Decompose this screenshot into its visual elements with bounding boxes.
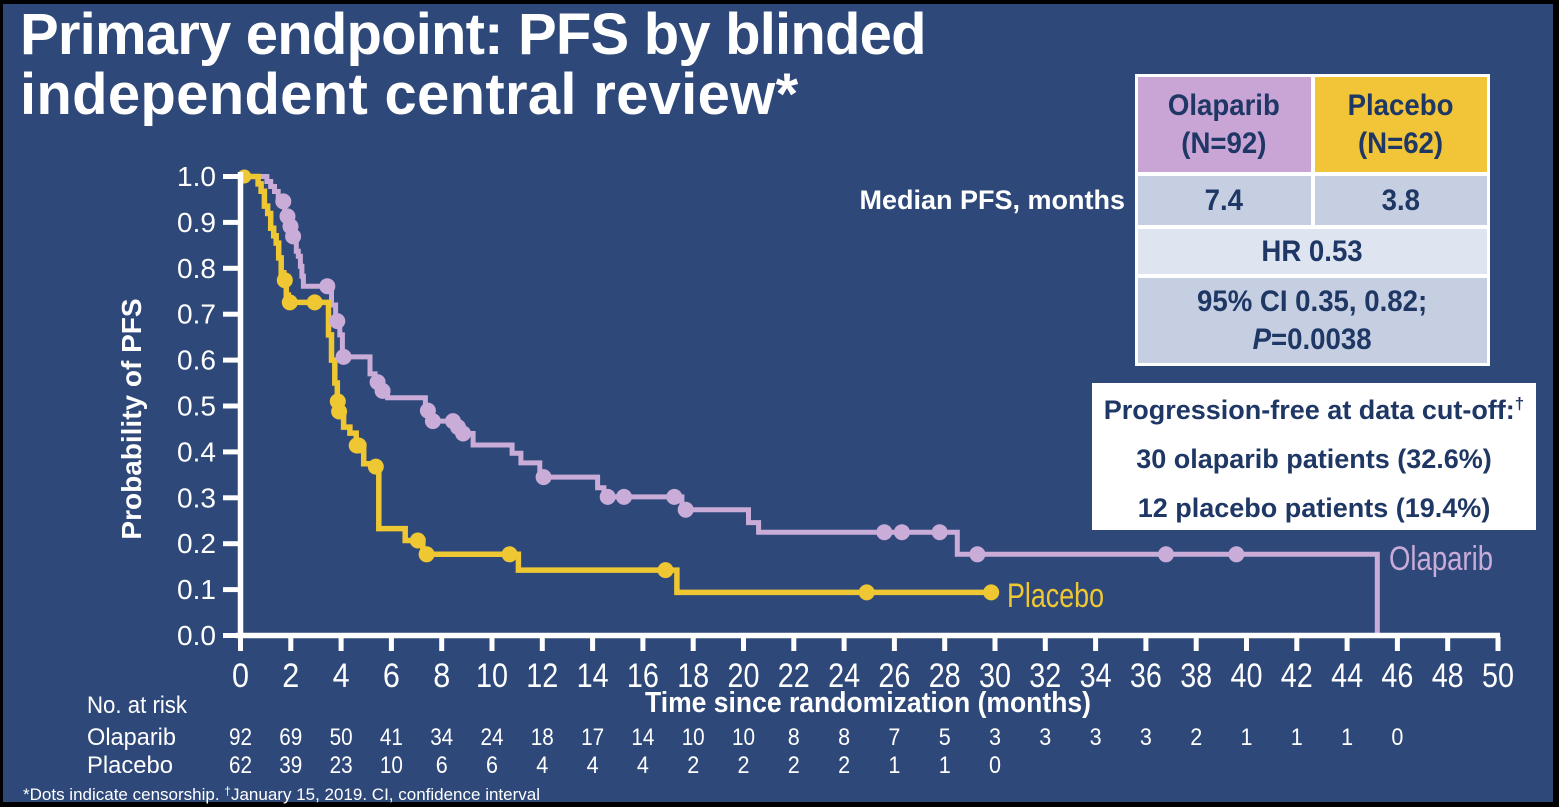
svg-text:62: 62 (229, 752, 252, 779)
svg-text:2: 2 (1190, 724, 1202, 751)
svg-text:23: 23 (330, 752, 353, 779)
svg-text:38: 38 (1180, 657, 1212, 695)
svg-text:1: 1 (939, 752, 951, 779)
svg-text:0.9: 0.9 (177, 207, 216, 238)
svg-text:50: 50 (1482, 657, 1514, 695)
svg-text:20: 20 (728, 657, 760, 695)
svg-text:1: 1 (1241, 724, 1253, 751)
svg-text:10: 10 (476, 657, 508, 695)
svg-text:50: 50 (330, 724, 353, 751)
svg-text:1.0: 1.0 (177, 161, 216, 192)
svg-text:0: 0 (1391, 724, 1403, 751)
svg-text:3: 3 (1090, 724, 1102, 751)
svg-text:1: 1 (888, 752, 900, 779)
svg-text:16: 16 (627, 657, 659, 695)
svg-text:14: 14 (577, 657, 609, 695)
svg-text:4: 4 (637, 752, 649, 779)
svg-text:34: 34 (1080, 657, 1112, 695)
svg-text:Placebo: Placebo (1007, 577, 1104, 615)
svg-text:3: 3 (989, 724, 1001, 751)
svg-text:*Dots indicate censorship. †Ja: *Dots indicate censorship. †January 15, … (23, 784, 540, 804)
svg-text:3: 3 (1039, 724, 1051, 751)
svg-text:0.4: 0.4 (177, 436, 216, 467)
svg-text:44: 44 (1331, 657, 1363, 695)
svg-text:4: 4 (333, 657, 350, 695)
svg-text:0.3: 0.3 (177, 482, 216, 513)
svg-text:Olaparib: Olaparib (87, 724, 176, 751)
svg-text:18: 18 (677, 657, 709, 695)
svg-text:0.7: 0.7 (177, 299, 216, 330)
svg-text:2: 2 (687, 752, 699, 779)
svg-text:4: 4 (536, 752, 548, 779)
svg-text:18: 18 (531, 724, 554, 751)
svg-text:6: 6 (383, 657, 400, 695)
svg-text:22: 22 (778, 657, 810, 695)
svg-text:2: 2 (738, 752, 750, 779)
svg-text:34: 34 (430, 724, 453, 751)
svg-text:0.0: 0.0 (177, 620, 216, 651)
svg-text:0.1: 0.1 (177, 574, 216, 605)
svg-text:8: 8 (838, 724, 850, 751)
svg-text:5: 5 (939, 724, 951, 751)
svg-text:3: 3 (1140, 724, 1152, 751)
svg-text:4: 4 (587, 752, 599, 779)
svg-text:2: 2 (838, 752, 850, 779)
svg-text:0: 0 (232, 657, 249, 695)
svg-text:26: 26 (878, 657, 910, 695)
svg-text:7: 7 (888, 724, 900, 751)
svg-text:24: 24 (481, 724, 504, 751)
svg-text:0.5: 0.5 (177, 391, 216, 422)
svg-text:8: 8 (433, 657, 450, 695)
svg-text:12: 12 (526, 657, 558, 695)
svg-text:10: 10 (732, 724, 755, 751)
svg-text:48: 48 (1432, 657, 1464, 695)
svg-text:0.8: 0.8 (177, 253, 216, 284)
svg-text:8: 8 (788, 724, 800, 751)
svg-text:Time since randomization (mont: Time since randomization (months) (645, 687, 1091, 719)
svg-text:1: 1 (1341, 724, 1353, 751)
svg-text:32: 32 (1029, 657, 1061, 695)
svg-text:Olaparib: Olaparib (1389, 540, 1493, 578)
svg-text:10: 10 (380, 752, 403, 779)
svg-text:28: 28 (929, 657, 961, 695)
svg-text:30: 30 (979, 657, 1011, 695)
svg-text:2: 2 (788, 752, 800, 779)
svg-text:10: 10 (682, 724, 705, 751)
svg-text:46: 46 (1381, 657, 1413, 695)
svg-text:0.2: 0.2 (177, 528, 216, 559)
svg-text:42: 42 (1281, 657, 1313, 695)
svg-text:17: 17 (581, 724, 604, 751)
svg-text:41: 41 (380, 724, 403, 751)
svg-text:6: 6 (486, 752, 498, 779)
svg-text:36: 36 (1130, 657, 1162, 695)
svg-text:2: 2 (282, 657, 299, 695)
svg-text:14: 14 (631, 724, 654, 751)
svg-text:40: 40 (1231, 657, 1263, 695)
svg-text:Placebo: Placebo (87, 752, 173, 779)
svg-text:92: 92 (229, 724, 252, 751)
svg-text:1: 1 (1291, 724, 1303, 751)
svg-text:Probability of PFS: Probability of PFS (116, 298, 147, 539)
svg-text:No. at risk: No. at risk (87, 692, 188, 719)
svg-text:24: 24 (828, 657, 860, 695)
svg-text:0.6: 0.6 (177, 345, 216, 376)
svg-text:39: 39 (279, 752, 302, 779)
svg-text:69: 69 (279, 724, 302, 751)
svg-text:6: 6 (436, 752, 448, 779)
svg-text:0: 0 (989, 752, 1001, 779)
